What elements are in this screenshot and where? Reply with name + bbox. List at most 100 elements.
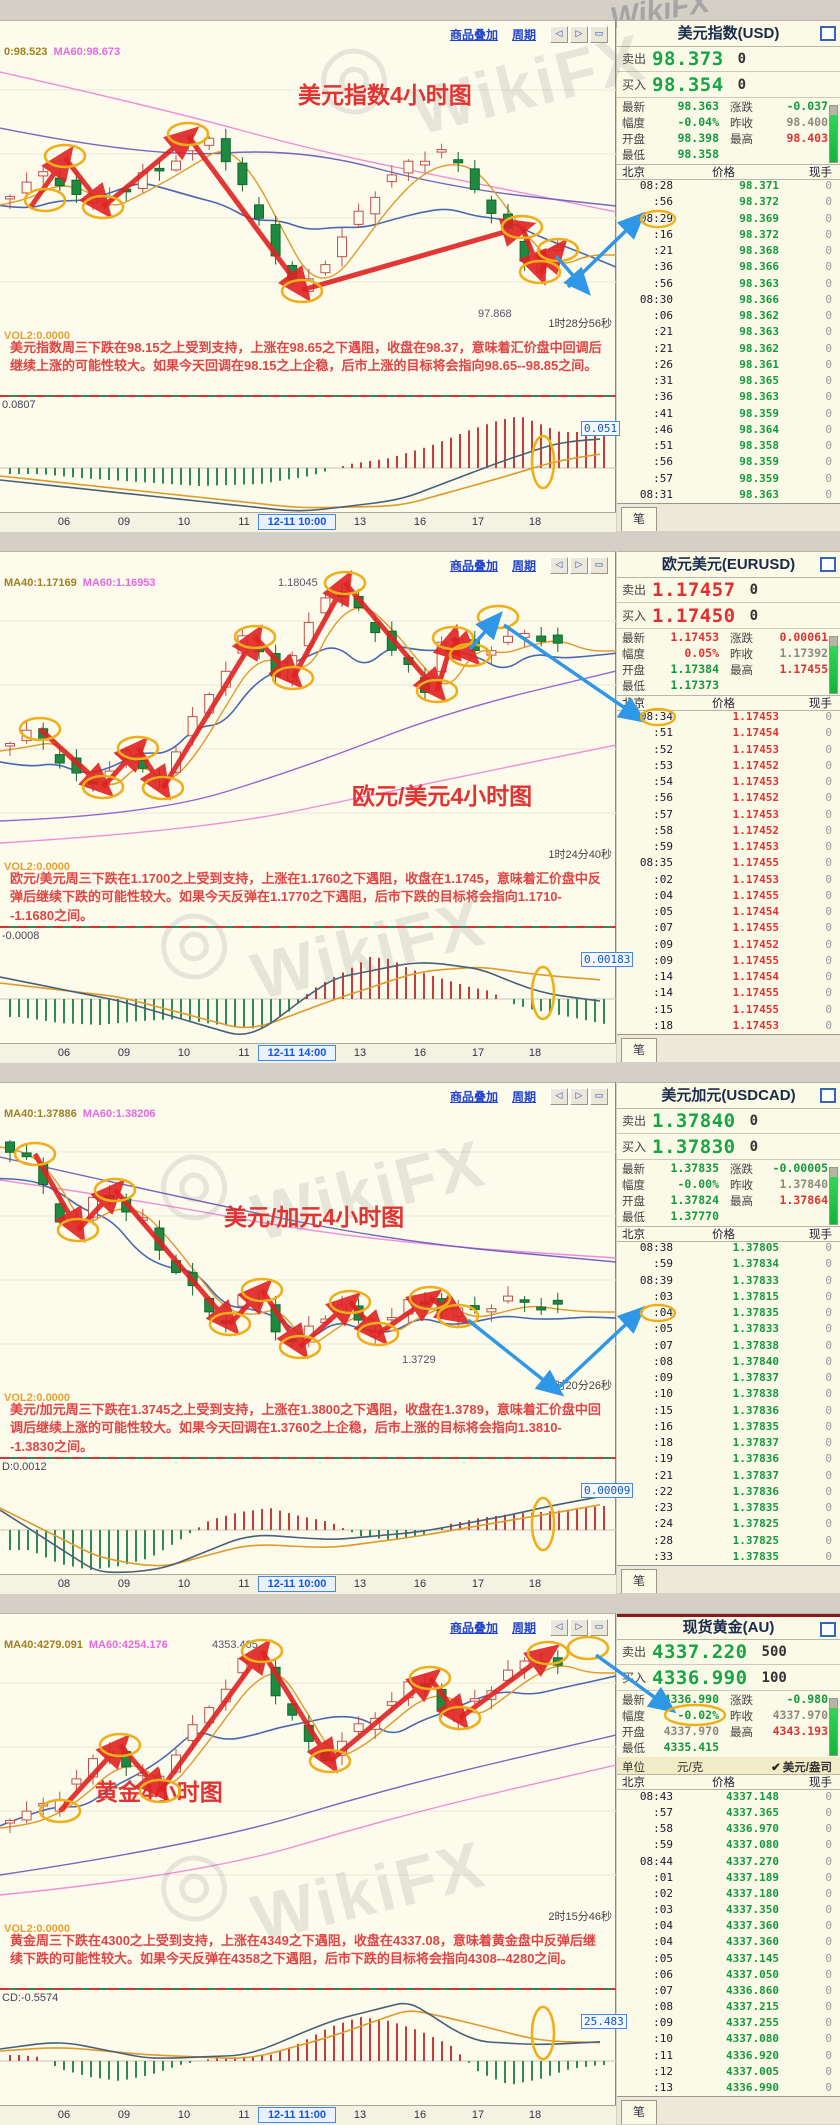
prev-close-label: 昨收 (730, 1180, 753, 1192)
period-link[interactable]: 周期 (511, 558, 536, 573)
scroll-right-button[interactable]: ▷ (570, 556, 588, 574)
split-view-button[interactable]: ▭ (590, 1087, 608, 1105)
overlay-instrument-link[interactable]: 商品叠加 (449, 1620, 498, 1635)
ma40-label: MA40:1.37886 (4, 1108, 77, 1120)
scroll-left-button[interactable]: ◁ (550, 25, 568, 43)
tick-price: 1.37835 (732, 1501, 779, 1514)
scroll-right-button[interactable]: ▷ (570, 25, 588, 43)
tick-row: :09 1.37837 0 (617, 1371, 840, 1387)
scroll-right-button[interactable]: ▷ (570, 1087, 588, 1105)
tick-list-header: 北京 价格 现手 (617, 695, 840, 711)
macd-chart[interactable] (0, 921, 616, 1043)
sell-row: 卖出 4337.220 500 (617, 1639, 840, 1665)
split-view-button[interactable]: ▭ (590, 25, 608, 43)
tick-time: :05 (653, 1322, 673, 1336)
tick-time: :52 (653, 742, 673, 756)
tick-row: :21 98.363 0 (617, 325, 840, 341)
ma40-label: 0:98.523 (4, 46, 48, 58)
split-view-button[interactable]: ▭ (590, 1618, 608, 1636)
candlestick-chart[interactable] (0, 1106, 616, 1394)
restore-window-icon[interactable] (820, 1088, 836, 1103)
tick-row: :21 98.368 0 (617, 244, 840, 260)
tick-volume: 0 (825, 260, 832, 274)
scroll-left-button[interactable]: ◁ (550, 1618, 568, 1636)
tick-row: :05 1.17454 0 (617, 905, 840, 921)
chart-toolbar: 商品叠加 周期 ◁ ▷ ▭ (0, 1086, 616, 1106)
x-axis-label: 11 (238, 1047, 250, 1059)
tick-time: :04 (653, 1935, 673, 1949)
macd-chart[interactable] (0, 1452, 616, 1574)
tick-time: 08:35 (639, 856, 673, 870)
tick-row: :59 1.37834 0 (617, 1257, 840, 1273)
last-label: 最新 (622, 102, 645, 114)
tick-volume: 0 (825, 710, 832, 723)
tick-time: :51 (653, 439, 673, 452)
high-value: 4343.193 (772, 1724, 828, 1738)
tick-time: :13 (653, 2080, 673, 2094)
tick-list[interactable]: 08:34 1.17453 0 :51 1.17454 0 :52 1.1745… (617, 710, 840, 1035)
macd-value-label: D:0.0012 (2, 1461, 47, 1473)
tick-row: :09 4337.255 0 (617, 2016, 840, 2032)
tick-time: :56 (653, 791, 673, 805)
analysis-annotation: 美元指数周三下跌在98.15之上受到支持，上涨在98.65之下遇阻，收盘在98.… (10, 340, 602, 374)
tick-price: 1.37815 (732, 1289, 779, 1303)
ma-labels: MA40:1.17169 MA60:1.16953 (4, 577, 156, 589)
time-column-header: 北京 (622, 1777, 645, 1789)
unit-option-usd-ounce[interactable]: ✔ 美元/盎司 (771, 1762, 832, 1774)
tab-ticks[interactable]: 笔 (621, 507, 657, 531)
tick-row: :28 1.37825 0 (617, 1534, 840, 1550)
x-axis: 06 09 10 11 12-11 14:00 13 16 17 18 (0, 1043, 616, 1063)
tab-ticks[interactable]: 笔 (621, 2100, 657, 2124)
sell-price: 98.373 (652, 47, 724, 70)
tick-price: 98.358 (739, 439, 779, 452)
tick-row: 08:43 4337.148 0 (617, 1790, 840, 1806)
tick-time: 08:31 (639, 487, 673, 501)
tick-row: :12 4337.005 0 (617, 2065, 840, 2081)
candlestick-chart[interactable] (0, 1637, 616, 1925)
overlay-instrument-link[interactable]: 商品叠加 (449, 1089, 498, 1104)
unit-option-cny-gram[interactable]: 元/克 (677, 1762, 704, 1774)
buy-price: 98.354 (652, 73, 724, 96)
restore-window-icon[interactable] (820, 1622, 836, 1637)
buy-volume: 0 (737, 76, 747, 93)
period-link[interactable]: 周期 (511, 1620, 536, 1635)
tick-price: 4337.050 (726, 1967, 779, 1981)
macd-chart[interactable] (0, 390, 616, 512)
overlay-instrument-link[interactable]: 商品叠加 (449, 27, 498, 42)
candlestick-chart[interactable] (0, 575, 616, 863)
tick-time: :15 (653, 1002, 673, 1016)
period-link[interactable]: 周期 (511, 27, 536, 42)
tick-volume: 0 (825, 2064, 832, 2078)
restore-window-icon[interactable] (820, 557, 836, 572)
sell-volume: 500 (761, 1643, 787, 1660)
tick-time: :03 (653, 1903, 673, 1917)
scroll-left-button[interactable]: ◁ (550, 1087, 568, 1105)
tab-ticks[interactable]: 笔 (621, 1569, 657, 1593)
period-link[interactable]: 周期 (511, 1089, 536, 1104)
sell-row: 卖出 1.37840 0 (617, 1108, 840, 1134)
tab-ticks[interactable]: 笔 (621, 1038, 657, 1062)
tick-time: :05 (653, 1951, 673, 1965)
check-icon: ✔ (771, 1762, 781, 1774)
restore-window-icon[interactable] (820, 26, 836, 41)
scroll-right-button[interactable]: ▷ (570, 1618, 588, 1636)
scroll-left-button[interactable]: ◁ (550, 556, 568, 574)
tick-list[interactable]: 08:28 98.371 0 :56 98.372 0 08:29 98.369… (617, 179, 840, 504)
macd-chart[interactable] (0, 1983, 616, 2105)
tick-list[interactable]: 08:43 4337.148 0 :57 4337.365 0 :58 4336… (617, 1790, 840, 2097)
tick-row: :57 4337.365 0 (617, 1806, 840, 1822)
tick-list[interactable]: 08:38 1.37805 0 :59 1.37834 0 08:39 1.37… (617, 1241, 840, 1566)
overlay-instrument-link[interactable]: 商品叠加 (449, 558, 498, 573)
x-axis-label: 17 (471, 2109, 485, 2121)
tick-time: :14 (653, 986, 673, 1000)
tick-price: 4337.189 (726, 1870, 779, 1884)
tick-row: :22 1.37836 0 (617, 1485, 840, 1501)
tick-time: :10 (653, 2032, 673, 2046)
tick-price: 4336.920 (726, 2048, 779, 2062)
split-view-button[interactable]: ▭ (590, 556, 608, 574)
x-axis: 06 09 10 11 12-11 11:00 13 16 17 18 (0, 2105, 616, 2125)
tick-price: 4336.990 (726, 2080, 779, 2094)
tick-time: :57 (653, 471, 673, 485)
low-value: 4335.415 (663, 1740, 719, 1754)
tick-price: 1.17455 (732, 986, 779, 1000)
